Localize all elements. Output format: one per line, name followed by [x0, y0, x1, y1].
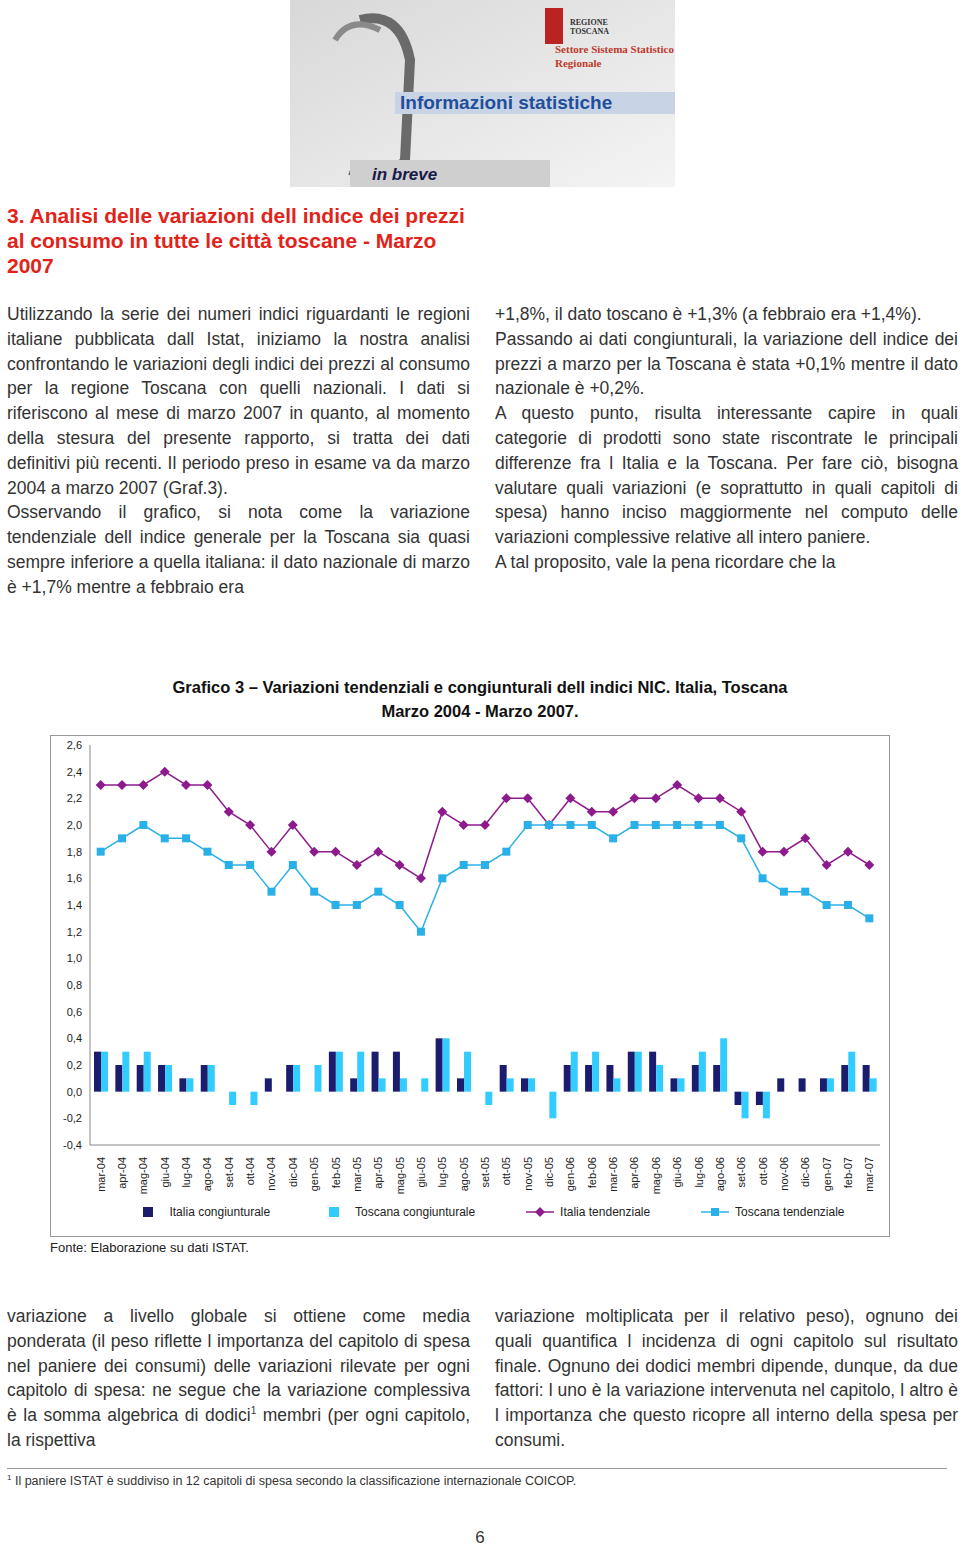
svg-text:apr-06: apr-06 — [628, 1157, 640, 1189]
svg-text:mag-04: mag-04 — [137, 1157, 149, 1194]
svg-text:mar-07: mar-07 — [863, 1157, 875, 1192]
html-text:Passando ai dati congiunturali: Passando ai dati congiunturali, la varia… — [495, 328, 958, 399]
html-text:variazione moltiplicata per il: variazione moltiplicata per il relativo … — [495, 1306, 958, 1450]
svg-text:dic-05: dic-05 — [543, 1157, 555, 1187]
html-text:Fonte: Elaborazione su dati IS: Fonte: Elaborazione su dati ISTAT. — [50, 1240, 249, 1255]
svg-text:gen-05: gen-05 — [308, 1157, 320, 1191]
html-text:Toscana tendenziale: Toscana tendenziale — [735, 1205, 845, 1219]
svg-text:1,0: 1,0 — [67, 952, 82, 964]
svg-text:gen-06: gen-06 — [564, 1157, 576, 1191]
svg-text:dic-06: dic-06 — [799, 1157, 811, 1187]
svg-text:ago-04: ago-04 — [201, 1157, 213, 1191]
html-text:in breve: in breve — [372, 165, 438, 184]
html-text:Grafico 3 – Variazioni tendenz: Grafico 3 – Variazioni tendenziali e con… — [172, 678, 788, 696]
svg-text:set-04: set-04 — [223, 1157, 235, 1188]
html-text:Informazioni statistiche: Informazioni statistiche — [400, 92, 613, 113]
html-text:REGIONE TOSCANA: REGIONE TOSCANA — [570, 18, 609, 36]
svg-text:giu-04: giu-04 — [159, 1157, 171, 1188]
svg-text:feb-06: feb-06 — [586, 1157, 598, 1188]
svg-text:set-05: set-05 — [479, 1157, 491, 1188]
html-text:Toscana congiunturale: Toscana congiunturale — [355, 1205, 476, 1219]
svg-text:lug-04: lug-04 — [180, 1157, 192, 1188]
svg-text:1,2: 1,2 — [67, 926, 82, 938]
html-text:Marzo 2004 - Marzo 2007.: Marzo 2004 - Marzo 2007. — [381, 702, 579, 720]
svg-text:0,2: 0,2 — [67, 1059, 82, 1071]
svg-text:ott-04: ott-04 — [244, 1157, 256, 1185]
svg-text:gen-07: gen-07 — [821, 1157, 833, 1191]
svg-text:1,6: 1,6 — [67, 872, 82, 884]
svg-text:nov-04: nov-04 — [265, 1157, 277, 1191]
svg-text:1,8: 1,8 — [67, 846, 82, 858]
svg-text:-0,4: -0,4 — [63, 1139, 82, 1151]
html-text:Osservando il grafico, si nota: Osservando il grafico, si nota come la v… — [7, 502, 470, 597]
svg-text:0,0: 0,0 — [67, 1086, 82, 1098]
svg-text:ago-06: ago-06 — [714, 1157, 726, 1191]
svg-text:apr-04: apr-04 — [116, 1157, 128, 1189]
svg-text:ago-05: ago-05 — [458, 1157, 470, 1191]
svg-text:mag-05: mag-05 — [394, 1157, 406, 1194]
svg-text:lug-06: lug-06 — [693, 1157, 705, 1188]
html-text:Settore Sistema Statistico Reg: Settore Sistema Statistico Regionale — [555, 43, 674, 69]
svg-text:mar-06: mar-06 — [607, 1157, 619, 1192]
svg-text:2,4: 2,4 — [67, 766, 82, 778]
html-text:Italia congiunturale: Italia congiunturale — [169, 1205, 271, 1219]
html-text:variazione a livello globale s: variazione a livello globale si ottiene … — [7, 1306, 470, 1450]
svg-text:feb-07: feb-07 — [842, 1157, 854, 1188]
svg-text:mar-05: mar-05 — [351, 1157, 363, 1192]
svg-text:0,6: 0,6 — [67, 1006, 82, 1018]
html-text:3. Analisi delle variazioni de: 3. Analisi delle variazioni dell indice … — [7, 204, 465, 277]
html-text:A questo punto, risulta intere: A questo punto, risulta interessante cap… — [495, 403, 958, 548]
svg-text:dic-04: dic-04 — [287, 1157, 299, 1187]
html-text:Italia tendenziale: Italia tendenziale — [560, 1205, 651, 1219]
svg-text:0,8: 0,8 — [67, 979, 82, 991]
svg-text:-0,2: -0,2 — [63, 1112, 82, 1124]
svg-text:ott-06: ott-06 — [757, 1157, 769, 1185]
svg-text:set-06: set-06 — [735, 1157, 747, 1188]
svg-text:giu-05: giu-05 — [415, 1157, 427, 1188]
svg-text:feb-05: feb-05 — [330, 1157, 342, 1188]
html-text:1 Il paniere ISTAT è suddiviso: 1 Il paniere ISTAT è suddiviso in 12 cap… — [7, 1473, 577, 1489]
svg-text:1,4: 1,4 — [67, 899, 82, 911]
svg-text:ott-05: ott-05 — [500, 1157, 512, 1185]
svg-text:lug-05: lug-05 — [436, 1157, 448, 1188]
html-text:6: 6 — [475, 1528, 485, 1547]
svg-text:2,0: 2,0 — [67, 819, 82, 831]
svg-text:nov-05: nov-05 — [522, 1157, 534, 1191]
html-text:+1,8%, il dato toscano è +1,3%: +1,8%, il dato toscano è +1,3% (a febbra… — [495, 304, 922, 324]
html-text:Utilizzando la serie dei numer: Utilizzando la serie dei numeri indici r… — [7, 304, 470, 498]
svg-text:nov-06: nov-06 — [778, 1157, 790, 1191]
html-text:A tal proposito, vale la pena: A tal proposito, vale la pena ricordare … — [495, 552, 836, 572]
svg-text:mar-04: mar-04 — [95, 1157, 107, 1192]
svg-text:2,6: 2,6 — [67, 739, 82, 751]
svg-text:0,4: 0,4 — [67, 1032, 82, 1044]
svg-text:apr-05: apr-05 — [372, 1157, 384, 1189]
svg-text:mag-06: mag-06 — [650, 1157, 662, 1194]
svg-text:2,2: 2,2 — [67, 792, 82, 804]
svg-text:giu-06: giu-06 — [671, 1157, 683, 1188]
